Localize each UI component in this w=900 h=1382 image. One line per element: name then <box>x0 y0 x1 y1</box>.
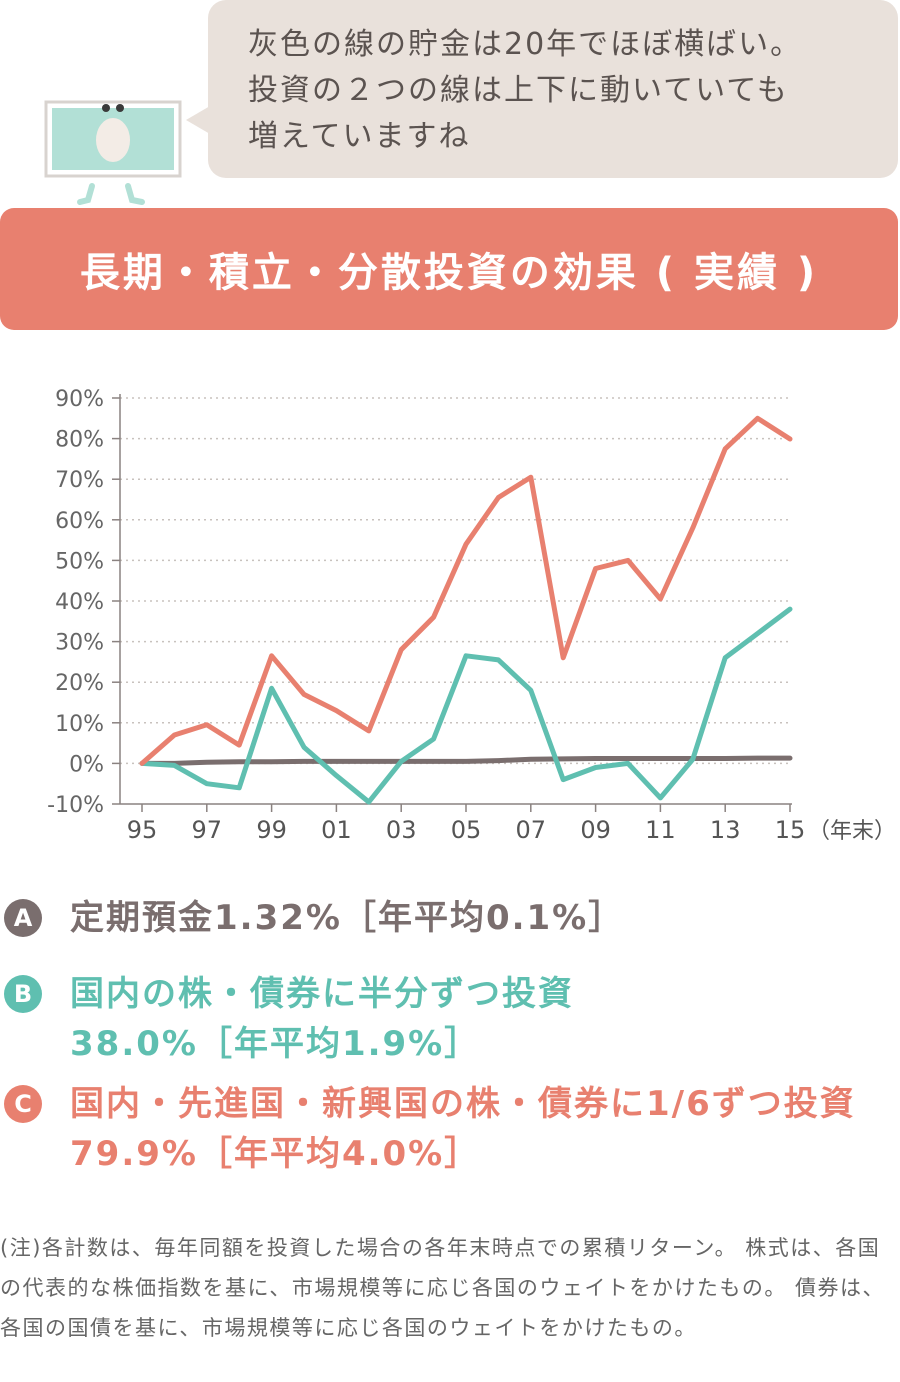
legend-badge-b: B <box>4 975 42 1013</box>
legend-label-b-line2: 38.0%［年平均1.9%］ <box>70 1024 481 1064</box>
legend-label-c-line1: 国内・先進国・新興国の株・債券に1/6ずつ投資 <box>70 1084 856 1124</box>
x-tick-label-97: 97 <box>192 816 223 844</box>
line-chart: -10% 0% 10% 20% 30% 40% 50% 60% 70% 80% 90% 95 97 99 0… <box>47 387 896 844</box>
series-line-c <box>139 415 793 766</box>
mascot-eye-left <box>102 104 110 112</box>
y-tick-label-70: 70% <box>55 468 104 493</box>
x-tick-label-13: 13 <box>710 816 741 844</box>
mascot-leg-left <box>77 183 95 205</box>
mascot-leg-right <box>125 183 145 205</box>
x-tick-label-07: 07 <box>516 816 547 844</box>
x-tick-label-95: 95 <box>127 816 158 844</box>
y-tick-label-20: 20% <box>55 671 104 696</box>
x-tick-label-99: 99 <box>256 816 287 844</box>
bubble-line-1: 灰色の線の貯金は20年でほぼ横ばい。 <box>248 27 803 62</box>
y-tick-label-80: 80% <box>55 428 104 453</box>
mascot-eye-right <box>116 104 124 112</box>
footnote: (注)各計数は、毎年同額を投資した場合の各年末時点での累積リターン。 株式は、各… <box>0 1236 886 1340</box>
y-tick-label-0: 0% <box>69 752 104 777</box>
series-line-b <box>139 606 793 805</box>
chart-title-banner: 長期・積立・分散投資の効果 ( 実績 ) <box>0 208 898 330</box>
y-tick-label-40: 40% <box>55 590 104 615</box>
y-tick-label-50: 50% <box>55 549 104 574</box>
x-tick-label-15: 15 <box>775 816 806 844</box>
speech-bubble: 灰色の線の貯金は20年でほぼ横ばい。 投資の２つの線は上下に動いていても 増えて… <box>208 0 898 178</box>
chart-title: 長期・積立・分散投資の効果 ( 実績 ) <box>79 250 819 296</box>
x-tick-label-11: 11 <box>645 816 676 844</box>
y-tick-label-10: 10% <box>55 712 104 737</box>
mascot-oval <box>96 118 130 162</box>
x-tick-label-03: 03 <box>386 816 417 844</box>
speech-bubble-tail <box>186 106 210 134</box>
mascot-illustration <box>44 100 182 205</box>
x-tick-label-09: 09 <box>580 816 611 844</box>
x-tick-label-01: 01 <box>321 816 352 844</box>
legend-badge-a: A <box>4 899 42 937</box>
bubble-line-3: 増えていますね <box>248 119 471 154</box>
legend-badge-c: C <box>4 1085 42 1123</box>
y-tick-label--10: -10% <box>47 793 104 818</box>
legend-label-a: 定期預金1.32%［年平均0.1%］ <box>70 898 625 938</box>
y-tick-label-60: 60% <box>55 509 104 534</box>
y-tick-label-30: 30% <box>55 631 104 656</box>
bubble-line-2: 投資の２つの線は上下に動いていても <box>248 73 789 108</box>
legend-label-b-line1: 国内の株・債券に半分ずつ投資 <box>70 974 574 1014</box>
legend-label-c-line2: 79.9%［年平均4.0%］ <box>70 1134 481 1174</box>
x-tick-label-05: 05 <box>451 816 482 844</box>
y-tick-label-90: 90% <box>55 387 104 412</box>
x-axis-unit: （年末） <box>808 819 896 844</box>
